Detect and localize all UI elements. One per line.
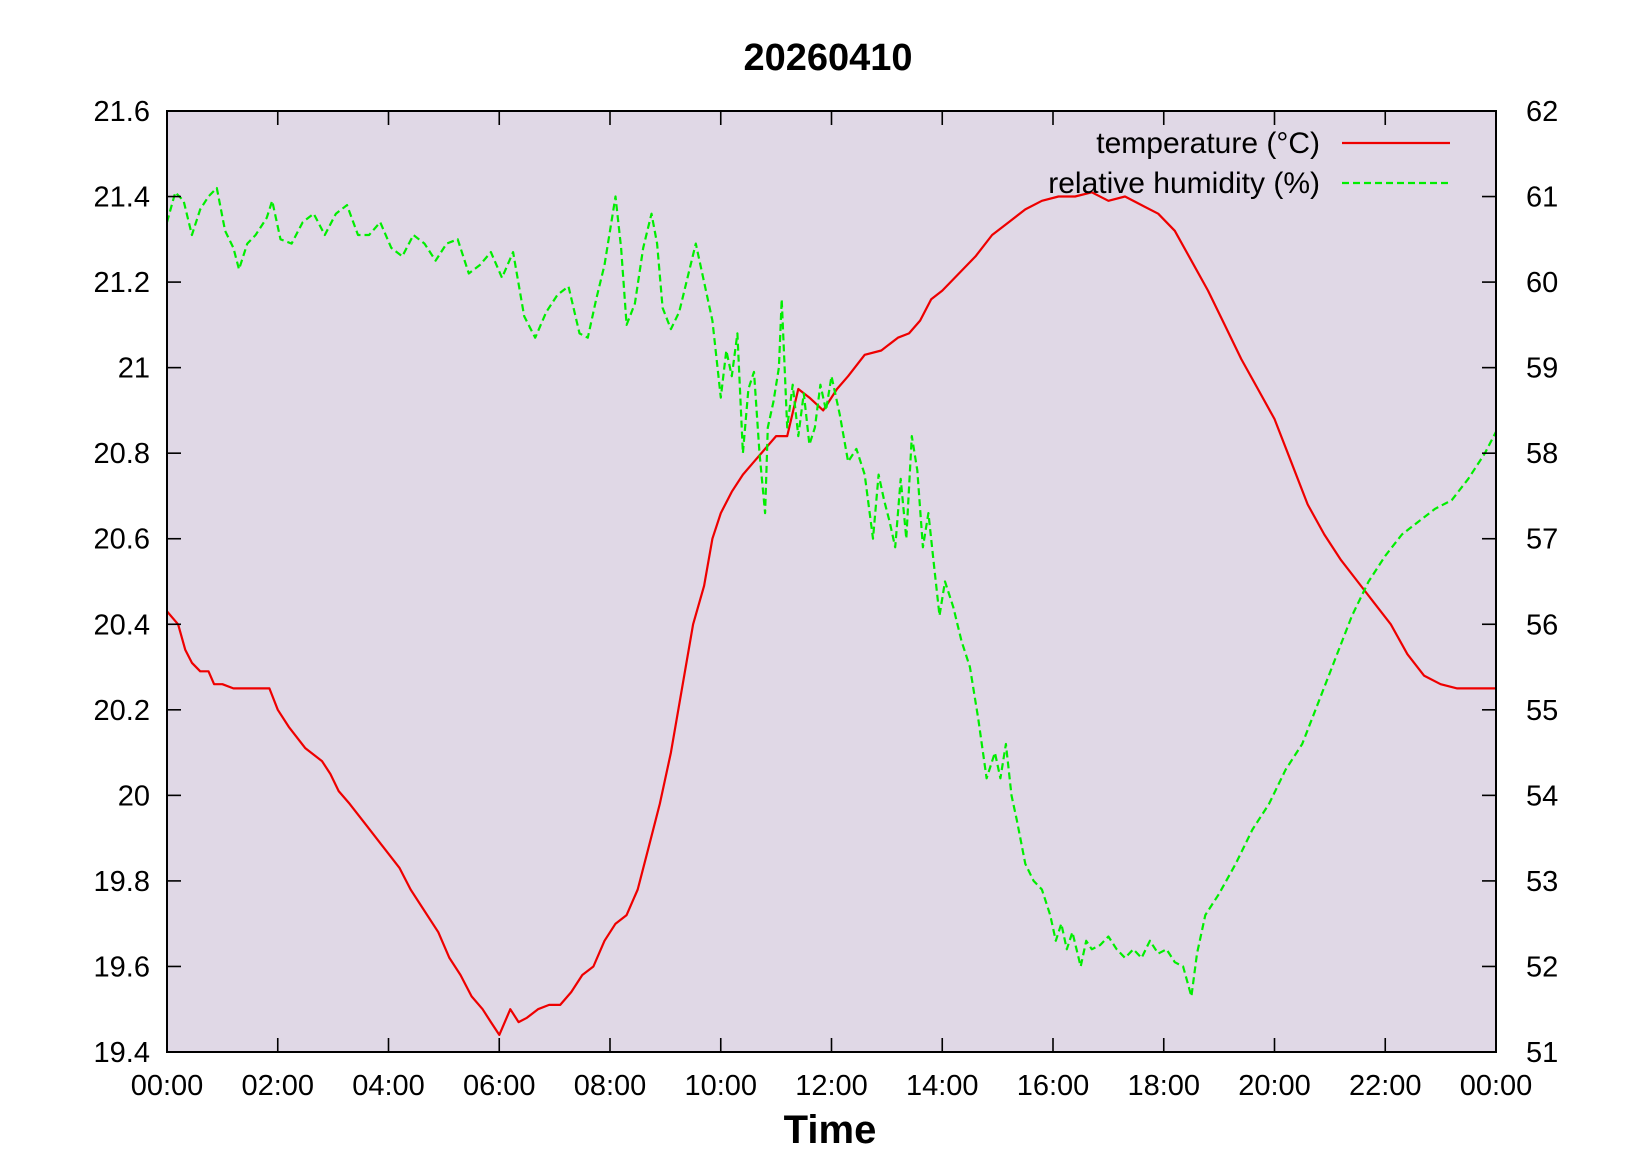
y-tick-label: 21.6 xyxy=(94,96,150,128)
plot-area xyxy=(167,111,1496,1052)
y2-tick-label: 54 xyxy=(1526,780,1558,812)
x-tick-label: 22:00 xyxy=(1349,1070,1422,1102)
plot-frame xyxy=(166,110,1497,1053)
y-tick-label: 19.4 xyxy=(94,1037,150,1069)
x-tick-label: 02:00 xyxy=(241,1070,314,1102)
x-tick-label: 20:00 xyxy=(1238,1070,1311,1102)
series-line-temperature xyxy=(166,191,1496,1037)
y2-tick-label: 60 xyxy=(1526,267,1558,299)
y-tick-label: 20.6 xyxy=(94,524,150,556)
y-tick-label: 19.8 xyxy=(94,866,150,898)
x-tick-label: 18:00 xyxy=(1127,1070,1200,1102)
y-tick-label: 21.2 xyxy=(94,267,150,299)
y-tick-label: 20.4 xyxy=(94,609,150,641)
x-tick-label: 10:00 xyxy=(684,1070,757,1102)
x-axis-title: Time xyxy=(784,1108,877,1152)
y-tick-label: 21.4 xyxy=(94,182,150,214)
x-tick-label: 08:00 xyxy=(574,1070,647,1102)
y2-tick-label: 59 xyxy=(1526,353,1558,385)
y-tick-label: 19.6 xyxy=(94,951,150,983)
x-tick-label: 00:00 xyxy=(131,1070,204,1102)
series-layer xyxy=(165,186,1497,1037)
series-line-humidity xyxy=(165,186,1497,998)
y2-tick-label: 56 xyxy=(1526,609,1558,641)
y2-tick-label: 51 xyxy=(1526,1037,1558,1069)
x-tick-label: 04:00 xyxy=(352,1070,425,1102)
legend-label: relative humidity (%) xyxy=(1048,167,1320,200)
y2-tick-label: 62 xyxy=(1526,96,1558,128)
chart-title: 20260410 xyxy=(743,37,912,79)
y-tick-label: 21 xyxy=(118,353,150,385)
y-tick-label: 20.2 xyxy=(94,695,150,727)
y2-tick-label: 61 xyxy=(1526,182,1558,214)
x-tick-label: 16:00 xyxy=(1017,1070,1090,1102)
y2-tick-label: 55 xyxy=(1526,695,1558,727)
x-tick-label: 12:00 xyxy=(795,1070,868,1102)
x-tick-label: 14:00 xyxy=(906,1070,979,1102)
y2-tick-label: 58 xyxy=(1526,438,1558,470)
legend: temperature (°C) relative humidity (%) xyxy=(1048,127,1450,200)
tick-labels: 00:00 02:00 04:00 06:00 08:00 10:00 12:00 14:00… xyxy=(94,96,1559,1102)
y2-tick-label: 57 xyxy=(1526,524,1558,556)
x-tick-label: 00:00 xyxy=(1460,1070,1533,1102)
y-tick-label: 20.8 xyxy=(94,438,150,470)
y2-tick-label: 52 xyxy=(1526,951,1558,983)
ticks-layer xyxy=(166,110,1497,1053)
y2-tick-label: 53 xyxy=(1526,866,1558,898)
legend-label: temperature (°C) xyxy=(1096,127,1320,160)
x-tick-label: 06:00 xyxy=(463,1070,536,1102)
y-tick-label: 20 xyxy=(118,780,150,812)
